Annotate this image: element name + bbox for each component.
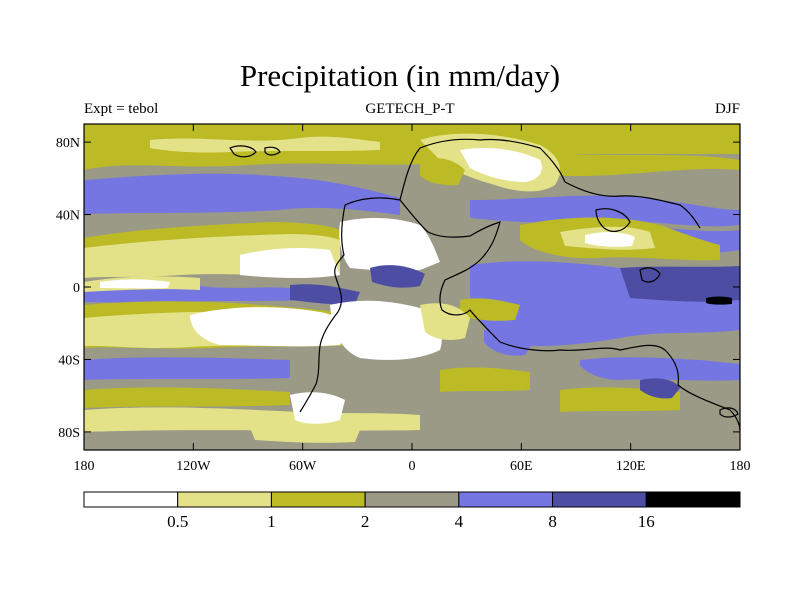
colorbar-label: 0.5: [167, 512, 188, 531]
y-tick-label: 80S: [58, 426, 80, 441]
colorbar-label: 8: [548, 512, 557, 531]
x-tick-label: 60E: [510, 459, 533, 474]
colorbar-swatch: [270, 491, 366, 508]
y-tick-label: 40N: [56, 209, 80, 224]
season-label: DJF: [714, 101, 740, 117]
colorbar-label: 16: [638, 512, 655, 531]
colorbar-label: 4: [455, 512, 464, 531]
colorbar-swatch: [364, 491, 460, 508]
x-axis: 180 120W 60W 0 60E 120E 180: [74, 124, 751, 474]
y-tick-label: 80N: [56, 136, 80, 151]
map-title: Precipitation (in mm/day): [239, 58, 561, 93]
x-tick-label: 0: [409, 459, 416, 474]
y-tick-label: 40S: [58, 353, 80, 368]
colorbar-label: 1: [267, 512, 276, 531]
precipitation-field: [84, 124, 740, 450]
colorbar-swatch: [552, 491, 647, 508]
colorbar-label: 2: [361, 512, 370, 531]
coastlines: [229, 138, 741, 431]
x-tick-label: 60W: [289, 459, 317, 474]
y-axis: 80N 40N 0 40S 80S: [56, 136, 740, 441]
colorbar: 0.5 1 2 4 8 16: [83, 491, 741, 531]
colorbar-swatch: [458, 491, 554, 508]
colorbar-swatch: [177, 491, 272, 508]
dataset-label: GETECH_P-T: [365, 101, 455, 117]
x-tick-label: 120W: [176, 459, 211, 474]
y-tick-label: 0: [73, 281, 80, 296]
x-tick-label: 180: [730, 459, 751, 474]
x-tick-label: 120E: [616, 459, 646, 474]
colorbar-swatch: [645, 491, 741, 508]
colorbar-swatch: [83, 491, 179, 508]
x-tick-label: 180: [74, 459, 95, 474]
experiment-label: Expt = tebol: [84, 101, 159, 117]
